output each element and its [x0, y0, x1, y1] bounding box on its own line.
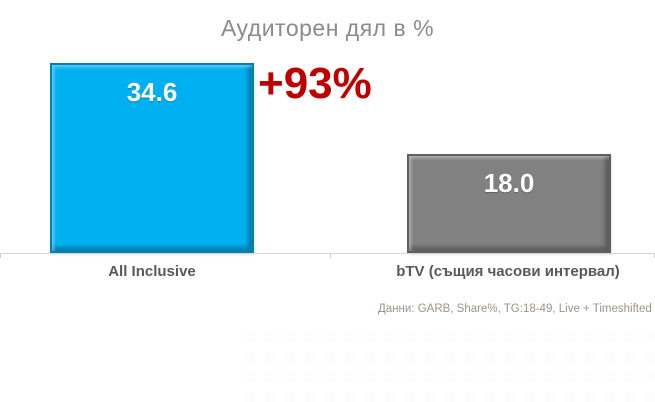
chart-title: Аудиторен дял в % — [220, 15, 435, 41]
bar-all-inclusive: 34.6 — [50, 63, 254, 253]
x-axis-tick-middle — [330, 254, 331, 258]
category-label-all-inclusive: All Inclusive — [108, 263, 196, 280]
growth-annotation: +93% — [258, 59, 372, 108]
x-axis-tick-left — [0, 254, 1, 258]
bar-value-all-inclusive: 34.6 — [126, 77, 178, 107]
category-label-btv: bTV (същия часови интервал) — [396, 263, 620, 280]
bar-btv: 18.0 — [407, 154, 611, 253]
footnote: Данни: GARB, Share%, TG:18-49, Live + Ti… — [378, 303, 655, 315]
x-axis-line — [0, 253, 655, 254]
background-watermark — [245, 322, 655, 402]
bar-value-btv: 18.0 — [483, 168, 535, 198]
